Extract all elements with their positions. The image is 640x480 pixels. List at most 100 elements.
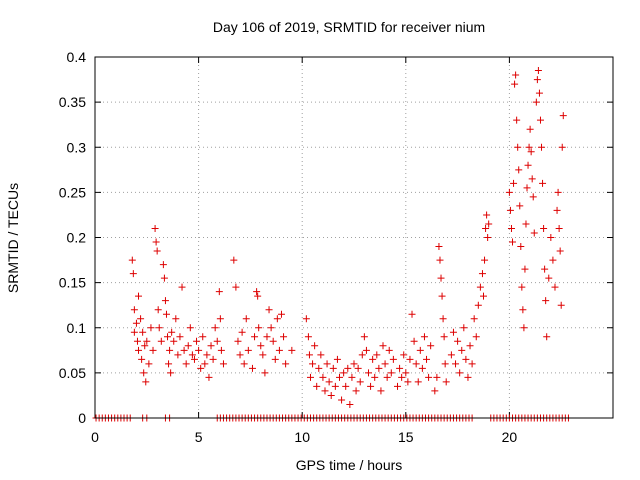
data-point <box>418 364 426 372</box>
data-point <box>558 143 566 151</box>
data-point <box>431 387 439 395</box>
data-point <box>277 310 285 318</box>
data-point <box>404 378 412 386</box>
data-point <box>480 292 487 300</box>
data-point <box>197 364 205 372</box>
data-point <box>538 143 546 151</box>
data-point <box>190 355 198 363</box>
data-point <box>128 256 136 264</box>
data-point <box>362 346 370 354</box>
data-point <box>275 346 283 354</box>
data-point <box>311 342 319 350</box>
y-tick-label: 0.15 <box>59 275 86 291</box>
data-point <box>365 369 373 377</box>
data-point <box>335 373 343 381</box>
data-point <box>484 234 492 241</box>
data-point <box>203 351 211 359</box>
data-point <box>188 351 196 359</box>
data-point <box>162 310 170 318</box>
data-point <box>254 292 262 300</box>
data-point <box>180 346 188 354</box>
data-point <box>524 161 532 169</box>
data-point <box>129 270 137 278</box>
y-tick-label: 0.1 <box>67 320 87 336</box>
data-point <box>437 274 445 282</box>
data-points <box>92 67 572 422</box>
data-point <box>315 364 323 372</box>
data-point <box>436 256 444 264</box>
data-point <box>352 387 360 395</box>
data-point <box>168 328 176 336</box>
data-point <box>216 315 224 323</box>
data-point <box>464 373 472 381</box>
data-point <box>157 337 165 345</box>
data-point <box>213 337 221 345</box>
gridlines <box>95 57 613 418</box>
data-point <box>551 283 559 291</box>
data-point <box>138 355 146 363</box>
x-tick-label: 20 <box>502 429 518 445</box>
data-point <box>416 346 424 354</box>
data-point <box>217 346 225 354</box>
data-point <box>523 184 531 192</box>
data-point <box>193 337 201 345</box>
data-point <box>440 333 448 341</box>
data-point <box>535 89 543 97</box>
data-point <box>145 360 153 368</box>
data-point <box>215 288 223 296</box>
data-point <box>458 346 466 354</box>
data-point <box>265 306 273 314</box>
data-point <box>166 346 174 354</box>
data-point <box>147 324 155 332</box>
data-point <box>344 364 352 372</box>
data-point <box>377 387 385 395</box>
data-point <box>306 373 314 381</box>
data-point <box>172 315 180 323</box>
data-point <box>529 193 537 201</box>
data-point <box>263 333 271 341</box>
data-point <box>539 179 547 187</box>
data-point <box>527 148 535 156</box>
data-point <box>273 315 281 323</box>
data-point <box>526 125 534 133</box>
data-point <box>130 306 138 314</box>
data-point <box>462 355 470 363</box>
data-point <box>373 351 381 359</box>
data-point <box>133 337 141 345</box>
data-point <box>302 315 310 323</box>
data-point <box>507 224 515 232</box>
data-point <box>454 337 462 345</box>
data-point <box>323 360 331 368</box>
data-point <box>238 328 246 336</box>
data-point <box>201 360 209 368</box>
data-point <box>350 360 358 368</box>
plot-frame <box>94 56 614 419</box>
data-point <box>153 247 161 255</box>
data-point <box>387 369 395 377</box>
data-point <box>333 355 341 363</box>
data-point <box>509 238 517 246</box>
data-point <box>532 98 540 106</box>
data-point <box>559 112 567 120</box>
data-point <box>354 364 362 372</box>
data-point <box>319 373 327 381</box>
data-point <box>442 378 450 386</box>
data-point <box>313 382 321 390</box>
data-point <box>164 333 172 341</box>
data-point <box>140 369 148 377</box>
data-point <box>329 364 337 372</box>
data-point <box>159 261 167 269</box>
data-point <box>394 382 402 390</box>
data-point <box>182 360 190 368</box>
y-tick-label: 0.3 <box>67 139 87 155</box>
data-point <box>174 351 182 359</box>
data-point <box>396 364 404 372</box>
data-point <box>525 143 533 151</box>
data-point <box>381 360 389 368</box>
data-point <box>534 67 542 75</box>
data-point <box>474 301 482 309</box>
data-point <box>506 206 514 214</box>
data-point <box>433 373 441 381</box>
